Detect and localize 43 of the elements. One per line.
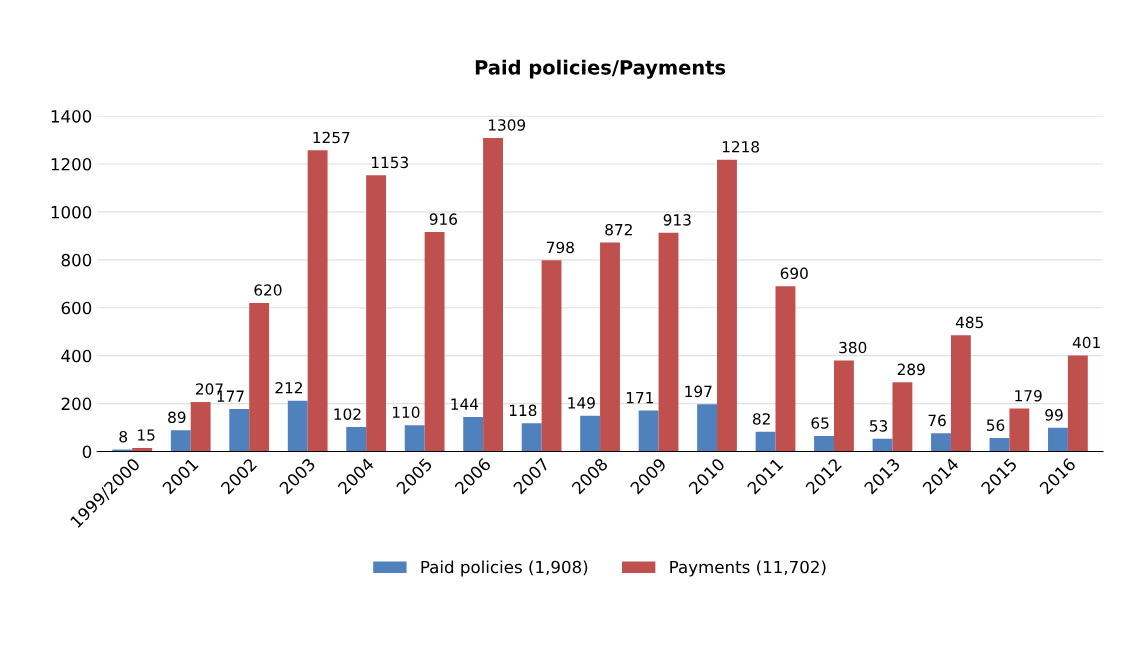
- data-label: 89: [168, 411, 186, 424]
- data-label: 53: [870, 420, 888, 432]
- data-label: 1218: [722, 141, 760, 153]
- data-label: 401: [1072, 336, 1100, 349]
- data-label: 144: [451, 398, 479, 410]
- data-label: 76: [928, 414, 946, 427]
- data-label: 179: [1015, 389, 1042, 402]
- data-label: 15: [138, 429, 155, 441]
- data-label: 380: [839, 341, 867, 354]
- legend-label: Payments (11,702): [670, 560, 826, 577]
- data-label: 485: [955, 316, 983, 329]
- data-label: 872: [605, 223, 632, 236]
- y-tick-label: 1000: [51, 205, 92, 219]
- y-tick-label: 600: [61, 301, 92, 315]
- data-label: 212: [275, 382, 302, 394]
- legend-label: Paid policies (1,908): [421, 560, 588, 577]
- y-tick-label: 200: [61, 397, 92, 411]
- data-label: 171: [626, 392, 653, 404]
- data-label: 8: [119, 430, 128, 443]
- data-label: 56: [987, 419, 1005, 431]
- y-tick-label: 800: [61, 253, 92, 267]
- data-label: 102: [334, 408, 361, 420]
- y-tick-label: 0: [82, 445, 92, 459]
- data-label: 798: [547, 241, 574, 254]
- data-label: 149: [568, 397, 595, 409]
- data-label: 99: [1045, 409, 1063, 421]
- y-tick-label: 1400: [51, 110, 92, 123]
- data-label: 289: [897, 363, 925, 376]
- data-label: 916: [429, 213, 457, 225]
- data-label: 197: [685, 385, 712, 398]
- data-label: 690: [780, 267, 808, 280]
- data-label: 1153: [372, 156, 408, 169]
- data-label: 1309: [488, 119, 526, 131]
- data-label: 620: [254, 284, 282, 296]
- data-label: 1257: [313, 131, 350, 144]
- y-tick-label: 400: [61, 349, 92, 363]
- data-label: 913: [663, 214, 691, 226]
- data-label: 82: [752, 413, 770, 425]
- y-tick-label: 1200: [51, 157, 92, 171]
- chart-title: Paid policies/Payments: [475, 59, 726, 79]
- data-label: 65: [811, 417, 829, 429]
- data-label: 110: [392, 406, 420, 419]
- data-label: 118: [509, 404, 537, 417]
